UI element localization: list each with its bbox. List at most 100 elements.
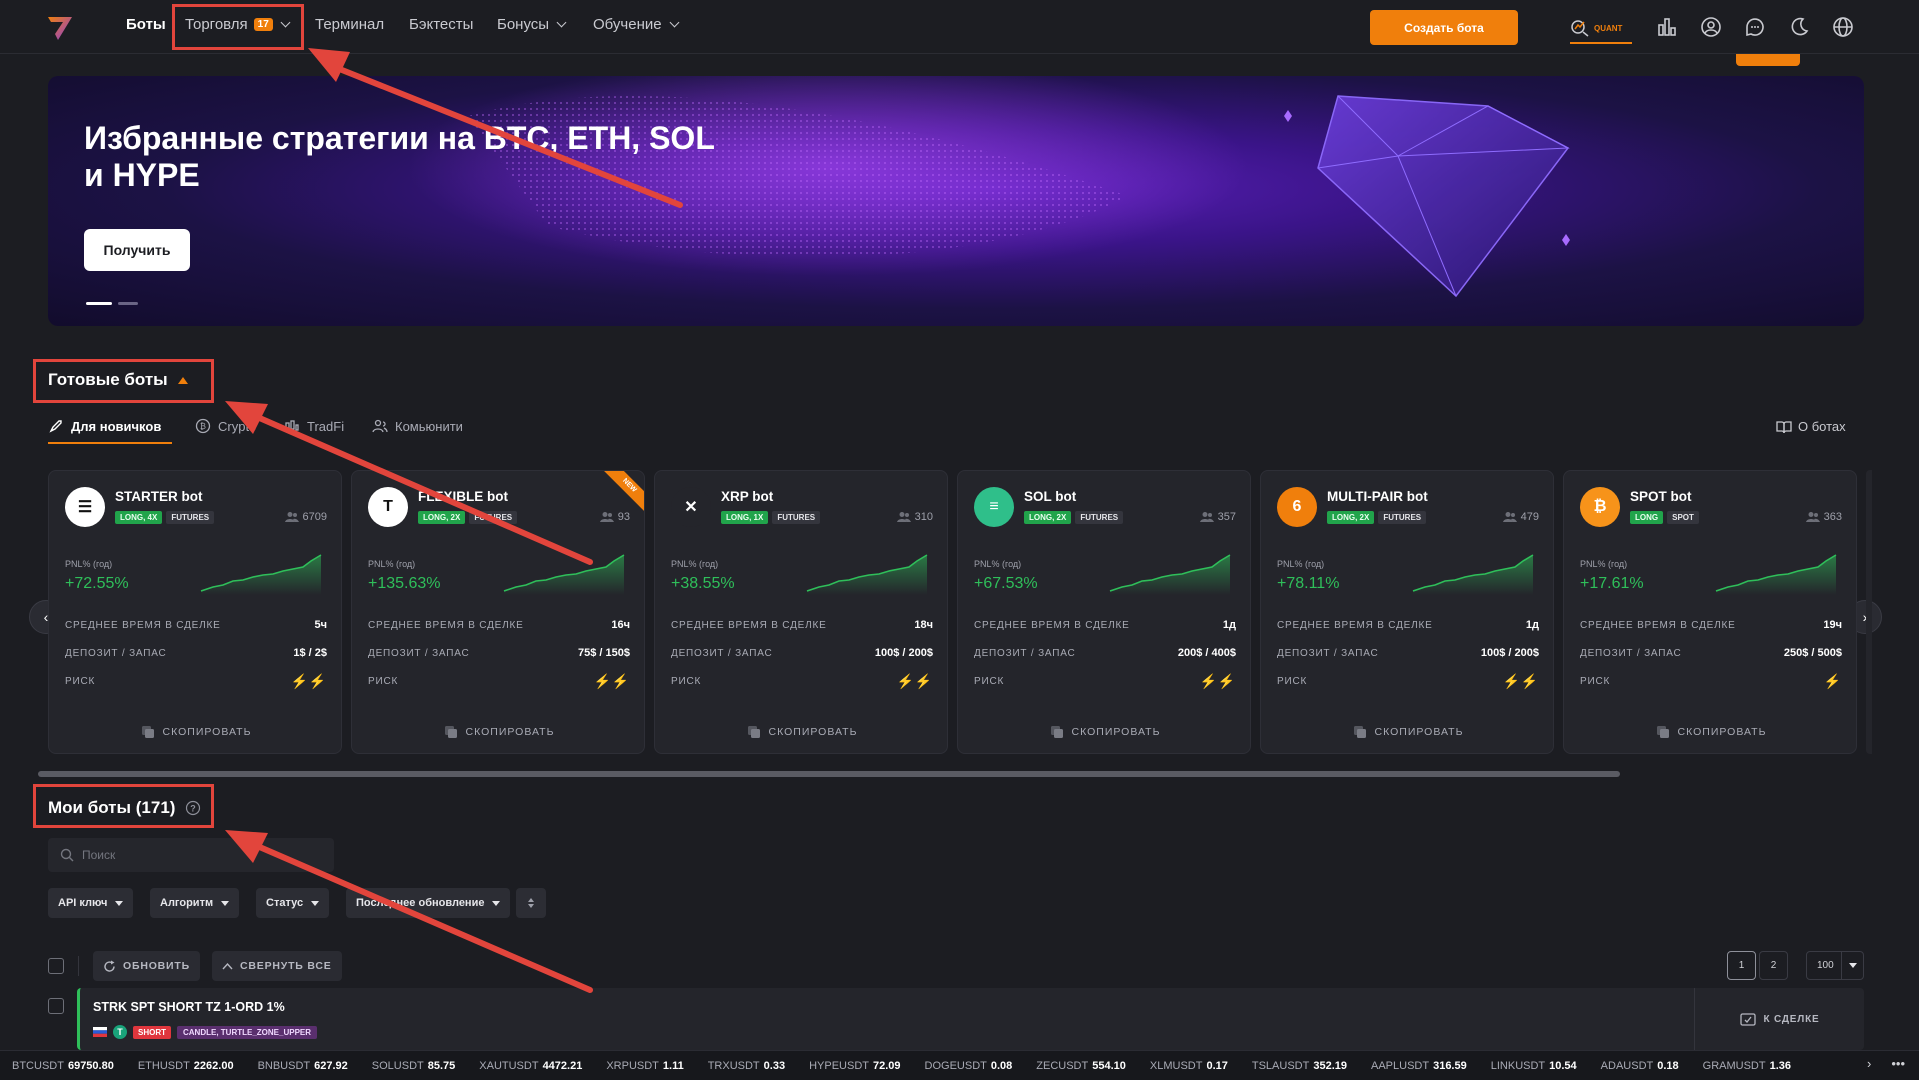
ticker-item[interactable]: AAPLUSDT 316.59 — [1371, 1059, 1467, 1072]
price-ticker: BTCUSDT 69750.80 ETHUSDT 2262.00 BNBUSDT 627.… — [0, 1050, 1919, 1080]
banner-get-button[interactable]: Получить — [84, 229, 190, 271]
caret-up-icon — [177, 377, 188, 384]
diamond-icon — [1317, 95, 1570, 298]
ticker-item[interactable]: SOLUSDT 85.75 — [371, 1059, 456, 1072]
copy-bot-button[interactable]: СКОПИРОВАТЬ — [352, 725, 644, 739]
risk-bolt-icon: ⚡⚡ — [290, 673, 327, 689]
bot-card[interactable]: ₿ SPOT bot LONG SPOT 363 PNL% (год) +17.… — [1563, 470, 1857, 754]
ticker-item[interactable]: ADAUSDT 0.18 — [1600, 1059, 1679, 1072]
to-deal-button[interactable]: К СДЕЛКЕ — [1694, 988, 1864, 1050]
page-2-button[interactable]: 2 — [1759, 951, 1788, 980]
risk-row: РИСК ⚡⚡ — [1277, 673, 1539, 689]
filter-last-update[interactable]: Последнее обновление — [346, 888, 511, 918]
promo-banner[interactable]: Избранные стратегии на BTC, ETH, SOL и H… — [48, 76, 1864, 326]
nav-bonuses[interactable]: Бонусы — [497, 16, 567, 33]
bot-card[interactable]: 6 MULTI-PAIR bot LONG, 2X FUTURES 479 PN… — [1260, 470, 1554, 754]
copy-bot-button[interactable]: СКОПИРОВАТЬ — [1261, 725, 1553, 739]
nav-trading[interactable]: Торговля 17 — [185, 16, 291, 33]
avg-time-row: СРЕДНЕЕ ВРЕМЯ В СДЕЛКЕ 5ч — [65, 619, 327, 631]
page-1-button[interactable]: 1 — [1727, 951, 1756, 980]
svg-text:?: ? — [191, 804, 197, 814]
ticker-item[interactable]: XLMUSDT 0.17 — [1149, 1059, 1228, 1072]
ticker-item[interactable]: XRPUSDT 1.11 — [606, 1059, 684, 1072]
bot-card-name: FLEXIBLE bot — [418, 489, 508, 504]
tab-crypto[interactable]: ₿ Crypto — [195, 418, 256, 434]
nav-bots[interactable]: Боты — [126, 16, 166, 33]
filter-status[interactable]: Статус — [256, 888, 330, 918]
bot-users-count: 363 — [1805, 511, 1842, 523]
ticker-item[interactable]: TRXUSDT 0.33 — [707, 1059, 786, 1072]
bot-avatar-icon: ≡ — [974, 487, 1014, 527]
carousel-scrollbar[interactable] — [38, 771, 1620, 777]
logo-icon[interactable] — [46, 14, 74, 42]
ticker-item[interactable]: BNBUSDT 627.92 — [257, 1059, 348, 1072]
quant-icon — [1571, 20, 1589, 37]
leverage-badge: LONG, 2X — [418, 511, 466, 524]
ready-bots-title[interactable]: Готовые боты — [48, 370, 188, 390]
copy-bot-button[interactable]: СКОПИРОВАТЬ — [1564, 725, 1856, 739]
moon-icon[interactable] — [1788, 16, 1810, 38]
search-input[interactable]: Поиск — [48, 838, 334, 872]
nav-learning[interactable]: Обучение — [593, 16, 680, 33]
pnl-label: PNL% (год) — [368, 559, 416, 569]
ticker-item[interactable]: LINKUSDT 10.54 — [1490, 1059, 1577, 1072]
create-bot-button[interactable]: Создать бота — [1370, 10, 1518, 45]
ticker-item[interactable]: ZECUSDT 554.10 — [1036, 1059, 1126, 1072]
ticker-item[interactable]: XAUTUSDT 4472.21 — [479, 1059, 583, 1072]
bot-row[interactable]: STRK SPT SHORT TZ 1-ORD 1% T SHORT CANDL… — [77, 988, 1864, 1050]
chart-bars-icon[interactable] — [1656, 16, 1678, 38]
row-checkbox[interactable] — [48, 998, 64, 1014]
copy-bot-button[interactable]: СКОПИРОВАТЬ — [49, 725, 341, 739]
filter-algorithm[interactable]: Алгоритм — [150, 888, 240, 918]
more-icon[interactable]: ••• — [1891, 1056, 1905, 1071]
risk-bolt-icon: ⚡⚡ — [593, 673, 630, 689]
sort-order-button[interactable] — [516, 888, 546, 918]
about-bots-link[interactable]: О ботах — [1776, 419, 1846, 434]
caret-down-icon — [221, 900, 230, 906]
ticker-item[interactable]: TSLAUSDT 352.19 — [1251, 1059, 1347, 1072]
carousel-dots[interactable] — [86, 302, 146, 305]
quant-tab[interactable]: QUANT — [1570, 14, 1632, 44]
help-icon[interactable]: ? — [185, 800, 201, 816]
user-icon[interactable] — [1700, 16, 1722, 38]
chevron-right-icon[interactable]: › — [1867, 1056, 1872, 1071]
pnl-sparkline — [1412, 554, 1534, 595]
ticker-item[interactable]: ETHUSDT 2262.00 — [137, 1059, 234, 1072]
svg-text:₿: ₿ — [200, 422, 206, 431]
bot-card-name: MULTI-PAIR bot — [1327, 489, 1428, 504]
copy-icon — [1050, 726, 1063, 738]
leverage-badge: LONG, 2X — [1327, 511, 1375, 524]
bot-card[interactable]: ✕ XRP bot LONG, 1X FUTURES 310 PNL% (год… — [654, 470, 948, 754]
deposit-row: ДЕПОЗИТ / ЗАПАС 200$ / 400$ — [974, 647, 1236, 659]
pnl-value: +72.55% — [65, 575, 129, 592]
select-all-checkbox[interactable] — [48, 958, 64, 974]
copy-bot-button[interactable]: СКОПИРОВАТЬ — [655, 725, 947, 739]
bot-card[interactable]: ≡ SOL bot LONG, 2X FUTURES 357 PNL% (год… — [957, 470, 1251, 754]
globe-icon[interactable] — [1832, 16, 1854, 38]
ticker-item[interactable]: GRAMUSDT 1.36 — [1702, 1059, 1792, 1072]
nav-terminal[interactable]: Терминал — [315, 16, 385, 33]
ticker-item[interactable]: HYPEUSDT 72.09 — [809, 1059, 901, 1072]
people-icon — [599, 512, 614, 522]
market-badge: FUTURES — [166, 511, 215, 524]
ticker-item[interactable]: DOGEUSDT 0.08 — [924, 1059, 1013, 1072]
ticker-item[interactable]: BTCUSDT 69750.80 — [12, 1059, 114, 1072]
page-size-select[interactable]: 100 — [1806, 951, 1864, 980]
caret-down-icon — [492, 900, 501, 906]
copy-bot-button[interactable]: СКОПИРОВАТЬ — [958, 725, 1250, 739]
filter-api-key[interactable]: API ключ — [48, 888, 134, 918]
bot-card[interactable]: T FLEXIBLE bot LONG, 2X FUTURES 93 PNL% … — [351, 470, 645, 754]
tab-tradfi[interactable]: TradFi — [284, 418, 344, 434]
bot-users-count: 93 — [599, 511, 630, 523]
top-navbar: Боты Торговля 17 Терминал Бэктесты Бонус… — [0, 0, 1919, 54]
deposit-row: ДЕПОЗИТ / ЗАПАС 100$ / 200$ — [1277, 647, 1539, 659]
collapse-all-button[interactable]: СВЕРНУТЬ ВСЕ — [212, 951, 342, 981]
search-icon — [60, 848, 74, 862]
chat-icon[interactable] — [1744, 16, 1766, 38]
tab-beginners[interactable]: Для новичков — [48, 418, 161, 434]
tab-community[interactable]: Комьюнити — [372, 418, 463, 434]
refresh-button[interactable]: ОБНОВИТЬ — [93, 951, 200, 981]
bot-card[interactable]: ☰ STARTER bot LONG, 4X FUTURES 6709 PNL%… — [48, 470, 342, 754]
nav-backtests[interactable]: Бэктесты — [409, 16, 474, 33]
notification-pull-tab[interactable] — [1736, 54, 1800, 66]
